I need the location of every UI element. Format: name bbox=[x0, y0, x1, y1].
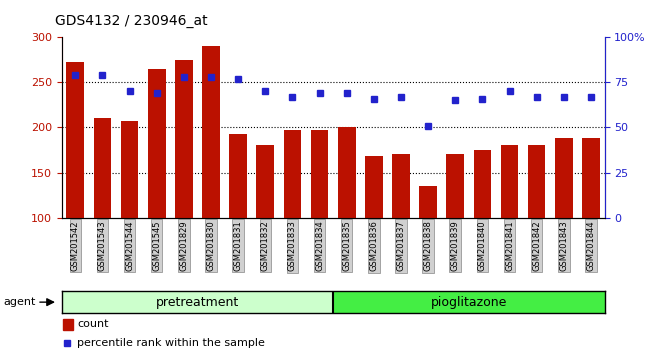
Bar bbox=[175, 60, 192, 218]
Bar bbox=[94, 118, 111, 218]
Bar bbox=[63, 319, 73, 330]
Bar bbox=[555, 138, 573, 218]
Text: agent: agent bbox=[3, 297, 36, 307]
Text: count: count bbox=[77, 319, 109, 330]
Bar bbox=[148, 69, 166, 218]
Bar bbox=[62, 291, 333, 313]
Bar bbox=[392, 154, 410, 218]
Bar bbox=[121, 121, 138, 218]
Bar bbox=[283, 130, 301, 218]
Bar bbox=[257, 145, 274, 218]
Text: percentile rank within the sample: percentile rank within the sample bbox=[77, 338, 265, 348]
Bar bbox=[229, 134, 247, 218]
Bar bbox=[66, 62, 84, 218]
Bar bbox=[500, 144, 518, 218]
Bar bbox=[202, 46, 220, 218]
Bar bbox=[419, 186, 437, 218]
Bar bbox=[582, 138, 600, 218]
Bar bbox=[338, 127, 356, 218]
Bar bbox=[447, 154, 464, 218]
Bar bbox=[311, 130, 328, 218]
Bar bbox=[333, 291, 604, 313]
Text: GDS4132 / 230946_at: GDS4132 / 230946_at bbox=[55, 14, 208, 28]
Text: pretreatment: pretreatment bbox=[156, 296, 239, 309]
Bar bbox=[474, 150, 491, 218]
Bar bbox=[528, 144, 545, 218]
Bar bbox=[365, 156, 383, 218]
Text: pioglitazone: pioglitazone bbox=[430, 296, 507, 309]
